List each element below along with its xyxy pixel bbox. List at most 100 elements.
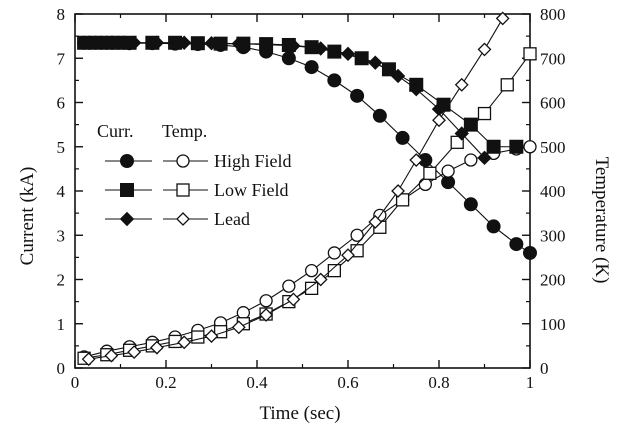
- y-left-tick-label: 0: [57, 359, 66, 378]
- point-low-field-temperature: [477, 106, 492, 121]
- point-lead-current: [409, 82, 424, 97]
- x-tick-label: 0: [71, 373, 80, 392]
- point-low-field-temperature: [395, 193, 410, 207]
- series-lead-temperature: [81, 11, 510, 367]
- y-right-tick-label: 300: [540, 226, 566, 245]
- point-low-field-temperature: [327, 263, 342, 278]
- point-low-field-temperature: [500, 78, 514, 92]
- y-left-tick-label: 4: [57, 182, 66, 201]
- point-high-field-temperature: [236, 306, 251, 320]
- point-lead-current: [313, 41, 328, 56]
- legend-marker-temperature: [176, 212, 190, 226]
- point-lead-temperature: [204, 329, 219, 344]
- series-low-field-temperature: [77, 47, 537, 365]
- point-low-field-temperature: [450, 135, 464, 149]
- legend-entry-high-field: High Field: [105, 151, 292, 171]
- y-right-tick-label: 400: [540, 182, 566, 201]
- legend-label: Lead: [214, 209, 250, 229]
- legend-label: High Field: [214, 151, 292, 171]
- point-high-field-current: [327, 73, 342, 88]
- y-right-tick-label: 700: [540, 49, 566, 68]
- point-lead-temperature: [409, 153, 424, 167]
- point-high-field-temperature: [282, 279, 296, 293]
- point-high-field-current: [372, 108, 387, 123]
- y-right-tick-label: 200: [540, 271, 566, 290]
- point-high-field-temperature: [523, 140, 537, 154]
- point-low-field-current: [509, 139, 524, 154]
- point-high-field-current: [281, 51, 296, 66]
- point-lead-current: [104, 35, 119, 50]
- point-high-field-temperature: [418, 177, 433, 192]
- point-lead-current: [126, 35, 142, 50]
- point-lead-current: [149, 35, 165, 50]
- y-axis-right-title: Temperature (K): [591, 157, 612, 284]
- point-lead-temperature: [432, 113, 446, 128]
- x-tick-label: 0.2: [155, 373, 176, 392]
- y-left-tick-label: 6: [57, 94, 66, 113]
- point-low-field-current: [486, 139, 501, 154]
- point-high-field-temperature: [464, 153, 478, 167]
- series-high-field-current: [77, 35, 537, 260]
- point-low-field-temperature: [523, 47, 537, 61]
- point-lead-current: [176, 35, 192, 50]
- legend-label: Low Field: [214, 180, 289, 200]
- point-lead-temperature: [286, 292, 301, 307]
- point-lead-temperature: [127, 345, 142, 359]
- point-lead-temperature: [177, 335, 192, 350]
- y-left-tick-label: 2: [57, 271, 66, 290]
- y-left-tick-label: 3: [57, 226, 66, 245]
- y-right-tick-label: 0: [540, 359, 549, 378]
- point-low-field-current: [463, 117, 478, 132]
- series-high-field-temperature: [77, 140, 537, 364]
- point-high-field-current: [350, 88, 365, 103]
- point-high-field-temperature: [259, 294, 273, 308]
- legend-entry-low-field: Low Field: [105, 180, 289, 200]
- point-high-field-temperature: [350, 228, 364, 242]
- point-low-field-temperature: [304, 281, 319, 296]
- point-lead-temperature: [259, 307, 274, 322]
- legend-header-current: Curr.: [97, 121, 134, 141]
- point-high-field-current: [509, 237, 524, 252]
- line-low-field-temperature: [84, 53, 531, 359]
- x-tick-label: 0.8: [428, 373, 449, 392]
- y-left-tick-label: 1: [57, 315, 66, 334]
- legend-marker-current: [119, 211, 135, 227]
- point-lead-temperature: [454, 77, 469, 92]
- point-lead-temperature: [104, 348, 119, 363]
- point-lead-current: [286, 38, 301, 54]
- y-left-tick-label: 7: [57, 49, 66, 68]
- legend-entry-lead: Lead: [105, 209, 250, 229]
- point-lead-temperature: [495, 11, 510, 26]
- point-lead-temperature: [368, 215, 383, 229]
- point-lead-temperature: [341, 248, 355, 263]
- point-lead-temperature: [81, 352, 96, 367]
- point-high-field-current: [523, 245, 537, 260]
- point-high-field-temperature: [441, 164, 455, 178]
- point-lead-temperature: [231, 320, 246, 335]
- point-lead-temperature: [477, 42, 492, 57]
- x-tick-label: 1: [526, 373, 535, 392]
- point-low-field-temperature: [423, 166, 437, 180]
- y-right-tick-label: 500: [540, 138, 566, 157]
- x-axis-title: Time (sec): [259, 403, 340, 424]
- point-high-field-temperature: [327, 246, 342, 260]
- point-high-field-current: [395, 130, 410, 145]
- point-high-field-temperature: [304, 263, 319, 278]
- y-left-tick-label: 8: [57, 5, 66, 24]
- point-lead-current: [390, 68, 406, 84]
- x-tick-label: 0.6: [337, 373, 358, 392]
- legend-marker-temperature: [176, 154, 190, 168]
- point-high-field-current: [486, 219, 501, 234]
- y-right-tick-label: 100: [540, 315, 566, 334]
- legend-marker-current: [120, 154, 134, 168]
- point-high-field-current: [463, 197, 478, 212]
- legend-header-temperature: Temp.: [162, 121, 207, 141]
- point-lead-temperature: [149, 340, 164, 355]
- point-lead-current: [81, 35, 96, 50]
- point-lead-temperature: [391, 184, 405, 198]
- series-lead-current: [81, 35, 492, 166]
- legend-marker-temperature: [176, 183, 190, 197]
- line-high-field-temperature: [83, 146, 531, 358]
